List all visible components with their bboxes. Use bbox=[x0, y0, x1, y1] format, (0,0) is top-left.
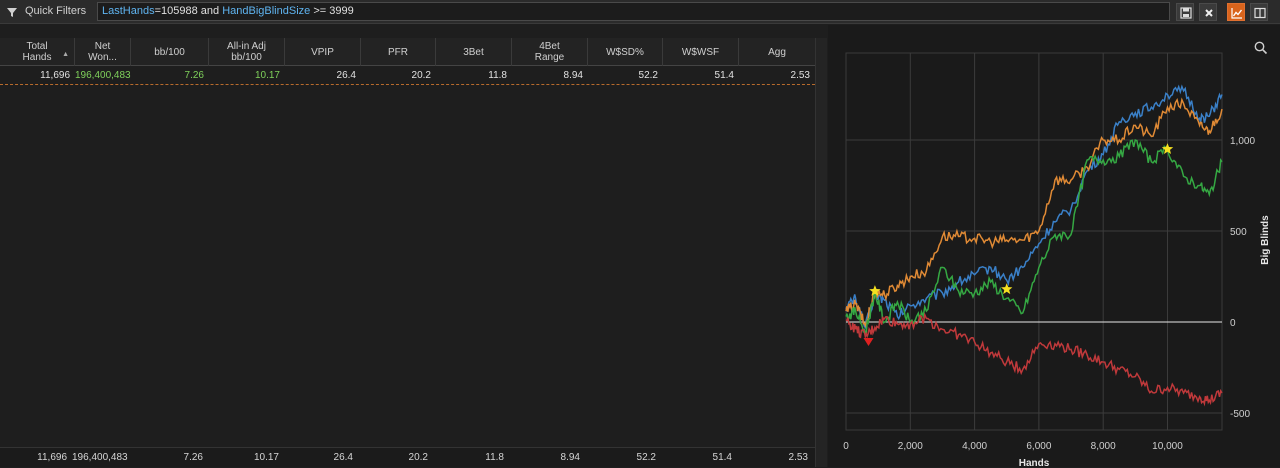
filter-icon[interactable] bbox=[4, 4, 20, 20]
total-bb-100: 7.26 bbox=[183, 452, 203, 463]
zoom-icon[interactable] bbox=[1254, 41, 1268, 55]
clear-filter-button[interactable] bbox=[1199, 3, 1217, 21]
bust-marker bbox=[863, 338, 874, 347]
total-wsd: 52.2 bbox=[636, 452, 656, 463]
x-tick-label: 4,000 bbox=[962, 441, 987, 452]
line-chart-icon bbox=[1231, 8, 1243, 19]
column-header-pfr[interactable]: PFR bbox=[361, 38, 436, 66]
total-allin-adj-bb-100: 10.17 bbox=[253, 452, 279, 463]
y-tick-label: -500 bbox=[1230, 409, 1250, 420]
filter-text: >= 3999 bbox=[310, 5, 354, 17]
cell-wwsf: 51.4 bbox=[714, 70, 734, 81]
star-marker bbox=[869, 285, 881, 296]
column-header-3bet[interactable]: 3Bet bbox=[436, 38, 512, 66]
quick-filters-label: Quick Filters bbox=[25, 5, 87, 17]
cell-allin-adj-bb-100: 10.17 bbox=[254, 70, 280, 81]
y-tick-label: 0 bbox=[1230, 318, 1236, 329]
cell-agg: 2.53 bbox=[790, 70, 810, 81]
column-header-wsd[interactable]: W$SD% bbox=[588, 38, 663, 66]
cell-3bet: 11.8 bbox=[488, 70, 507, 81]
quick-filters-bar: Quick Filters LastHands=105988 and HandB… bbox=[0, 0, 1280, 24]
cell-total-hands: 11,696 bbox=[40, 70, 70, 81]
total-agg: 2.53 bbox=[788, 452, 808, 463]
star-marker bbox=[1161, 143, 1174, 154]
x-axis-label: Hands bbox=[1019, 458, 1050, 467]
plot-area bbox=[845, 52, 1223, 431]
save-icon bbox=[1180, 7, 1192, 19]
x-tick-label: 2,000 bbox=[898, 441, 923, 452]
column-header-4bet-range[interactable]: 4Bet Range bbox=[512, 38, 588, 66]
column-header-wwsf[interactable]: W$WSF bbox=[663, 38, 739, 66]
panel-splitter[interactable] bbox=[815, 38, 827, 467]
cell-net-won: 196,400,483 bbox=[75, 70, 131, 81]
filter-text: =105988 and bbox=[154, 5, 223, 17]
total-pfr: 20.2 bbox=[408, 452, 428, 463]
y-axis-label: Big Blinds bbox=[1260, 215, 1271, 265]
x-tick-label: 0 bbox=[843, 441, 849, 452]
graph-panel: 1,000 500 0 -500 0 2,000 4,000 6,000 8,000 10,000… bbox=[828, 25, 1280, 467]
star-marker bbox=[1001, 283, 1013, 295]
total-3bet: 11.8 bbox=[485, 452, 504, 463]
total-total-hands: 11,696 bbox=[37, 452, 67, 463]
total-net-won: 196,400,483 bbox=[72, 452, 128, 463]
column-header-bb-100[interactable]: bb/100 bbox=[131, 38, 209, 66]
column-header-total-hands[interactable]: Total Hands ▲ bbox=[0, 38, 75, 66]
graph-view-toggle[interactable] bbox=[1227, 3, 1245, 21]
table-row[interactable]: 11,696 196,400,483 7.26 10.17 26.4 20.2 … bbox=[0, 67, 815, 85]
split-view-toggle[interactable] bbox=[1250, 3, 1268, 21]
x-tick-label: 10,000 bbox=[1152, 441, 1183, 452]
column-header-net-won[interactable]: Net Won... bbox=[75, 38, 131, 66]
series-line-1 bbox=[845, 97, 1223, 328]
cell-pfr: 20.2 bbox=[411, 70, 431, 81]
y-tick-label: 1,000 bbox=[1230, 136, 1255, 147]
filter-keyword: LastHands bbox=[102, 5, 155, 17]
column-header-allin-adj-bb-100[interactable]: All-in Adj bb/100 bbox=[209, 38, 285, 66]
series-line-2 bbox=[845, 138, 1223, 335]
split-panel-icon bbox=[1254, 7, 1266, 19]
series-line-0 bbox=[845, 84, 1223, 330]
total-wwsf: 51.4 bbox=[712, 452, 732, 463]
x-tick-label: 8,000 bbox=[1091, 441, 1116, 452]
total-vpip: 26.4 bbox=[333, 452, 353, 463]
cell-vpip: 26.4 bbox=[336, 70, 356, 81]
close-icon bbox=[1205, 9, 1213, 17]
sort-ascending-icon: ▲ bbox=[62, 51, 69, 58]
total-4bet-range: 8.94 bbox=[560, 452, 580, 463]
x-tick-label: 6,000 bbox=[1026, 441, 1051, 452]
winnings-graph[interactable]: 1,000 500 0 -500 0 2,000 4,000 6,000 8,000 10,000… bbox=[828, 25, 1280, 467]
cell-wsd: 52.2 bbox=[638, 70, 658, 81]
filter-expression-input[interactable]: LastHands=105988 and HandBigBlindSize >=… bbox=[97, 2, 1170, 21]
save-filter-button[interactable] bbox=[1176, 3, 1194, 21]
cell-4bet-range: 8.94 bbox=[563, 70, 583, 81]
totals-row: 11,696 196,400,483 7.26 10.17 26.4 20.2 … bbox=[0, 447, 815, 467]
stats-grid: Total Hands ▲ Net Won... bb/100 All-in Ad… bbox=[0, 38, 815, 447]
y-tick-label: 500 bbox=[1230, 227, 1247, 238]
grid-header: Total Hands ▲ Net Won... bb/100 All-in Ad… bbox=[0, 38, 815, 66]
filter-keyword: HandBigBlindSize bbox=[222, 5, 311, 17]
series-line-3 bbox=[845, 312, 1223, 407]
column-header-label: Total Hands bbox=[22, 41, 52, 63]
column-header-vpip[interactable]: VPIP bbox=[285, 38, 361, 66]
cell-bb-100: 7.26 bbox=[184, 70, 204, 81]
column-header-agg[interactable]: Agg bbox=[768, 46, 786, 58]
